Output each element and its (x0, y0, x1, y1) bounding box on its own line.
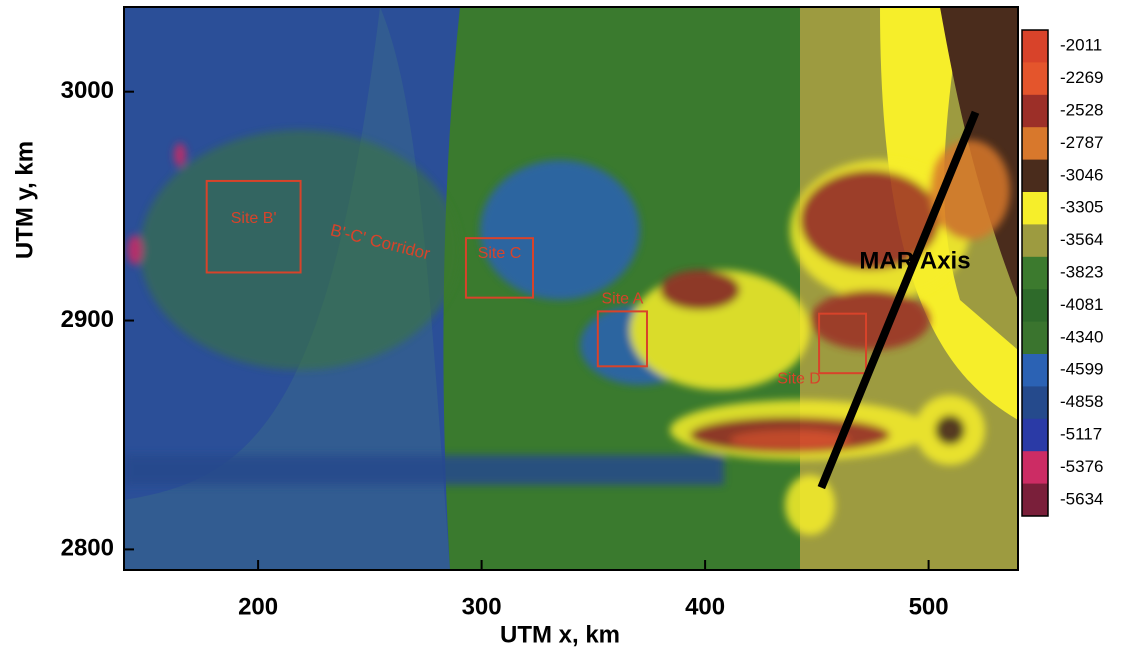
colorbar-label: -5376 (1060, 457, 1103, 476)
colorbar-band (1022, 257, 1048, 290)
x-axis-label: UTM x, km (500, 621, 620, 648)
page: UTM x, km UTM y, km 200 300 400 500 2800 2900… (0, 0, 1123, 653)
colorbar-band (1022, 386, 1048, 419)
colorbar-band (1022, 451, 1048, 484)
colorbar-label: -3823 (1060, 262, 1103, 281)
colorbar-label: -3564 (1060, 230, 1103, 249)
chart: UTM x, km UTM y, km 200 300 400 500 2800 2900… (0, 0, 1123, 653)
colorbar-band (1022, 224, 1048, 257)
colorbar-band (1022, 30, 1048, 63)
site-label: Site A (601, 291, 643, 308)
colorbar-label: -2269 (1060, 68, 1103, 87)
y-tick-label: 3000 (61, 77, 114, 104)
colorbar-band (1022, 127, 1048, 160)
colorbar-label: -5117 (1060, 424, 1102, 443)
colorbar-label: -3305 (1060, 198, 1103, 217)
x-tick-label: 200 (238, 593, 278, 620)
site-label: Site C (478, 245, 522, 262)
site-label: Site D (777, 370, 821, 387)
colorbar-label: -4858 (1060, 392, 1103, 411)
colorbar-band (1022, 419, 1048, 452)
colorbar-band (1022, 354, 1048, 387)
x-tick-label: 500 (909, 593, 949, 620)
colorbar-label: -4340 (1060, 327, 1103, 346)
colorbar-band (1022, 160, 1048, 193)
colorbar-band (1022, 192, 1048, 225)
x-tick-label: 300 (462, 593, 502, 620)
colorbar-label: -4081 (1060, 295, 1103, 314)
colorbar-band (1022, 322, 1048, 355)
y-tick-label: 2900 (61, 306, 114, 333)
colorbar-label: -5634 (1060, 489, 1103, 508)
ridge-axis-label: MAR Axis (859, 247, 970, 274)
y-tick-label: 2800 (61, 535, 114, 562)
bathymetry-field (124, 7, 1018, 570)
colorbar-label: -2787 (1060, 133, 1103, 152)
colorbar-label: -4599 (1060, 360, 1103, 379)
x-tick-label: 400 (685, 593, 725, 620)
colorbar-label: -2011 (1060, 36, 1102, 55)
site-label: Site B' (231, 210, 277, 227)
colorbar-band (1022, 484, 1048, 517)
colorbar-label: -2528 (1060, 100, 1103, 119)
y-axis-label: UTM y, km (11, 141, 38, 259)
colorbar-band (1022, 95, 1048, 128)
colorbar-band (1022, 62, 1048, 95)
colorbar-band (1022, 289, 1048, 322)
colorbar-label: -3046 (1060, 165, 1103, 184)
